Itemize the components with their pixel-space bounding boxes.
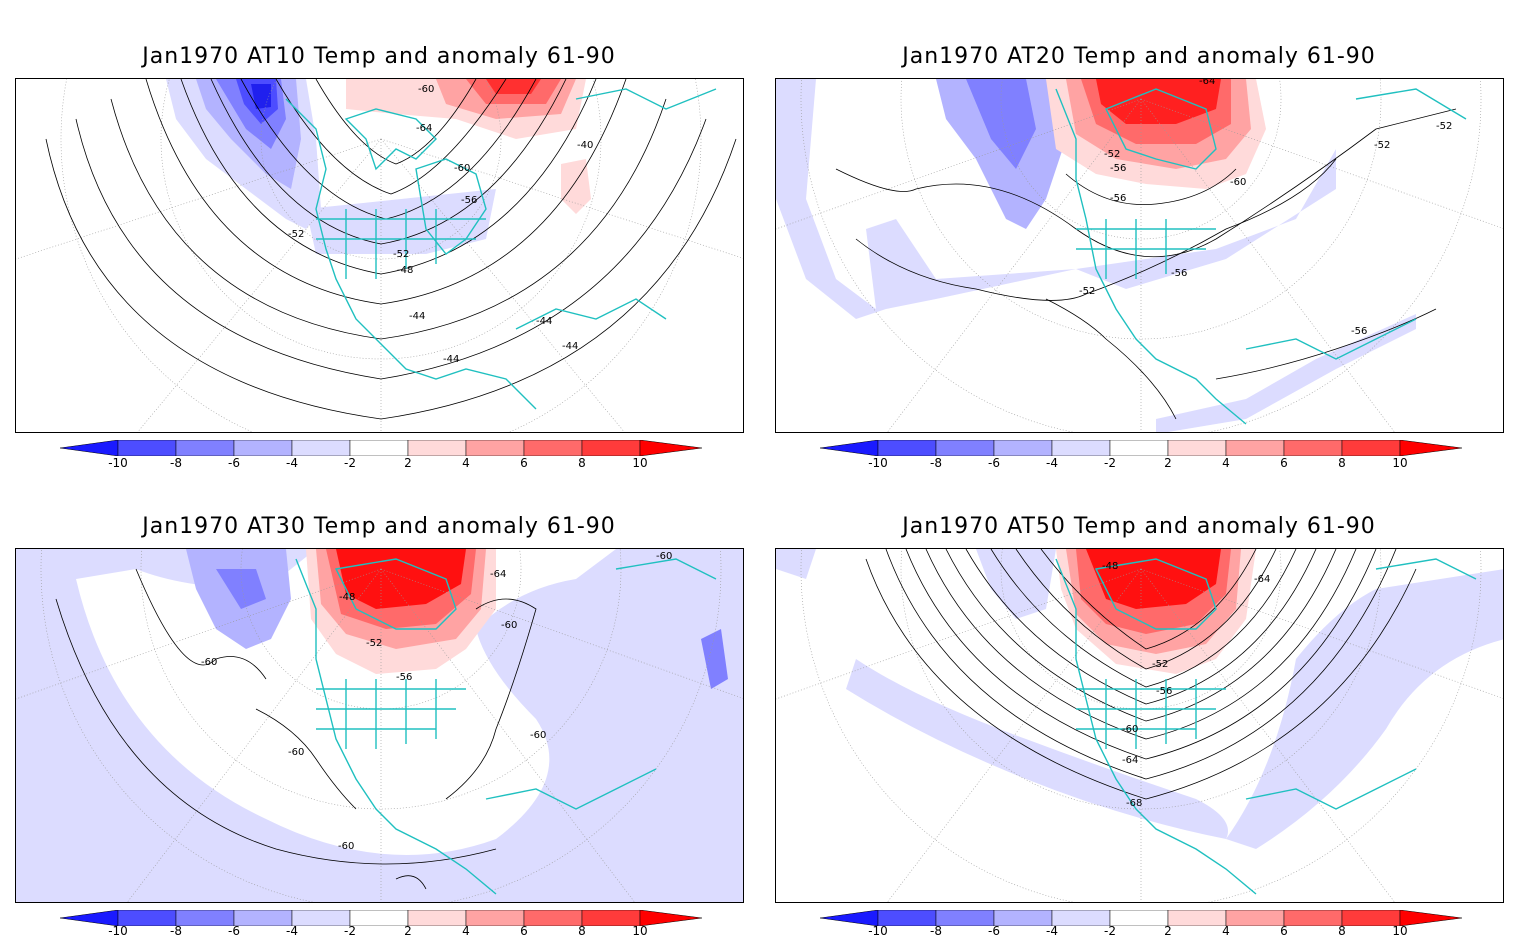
- colorbar-label: -2: [344, 456, 356, 470]
- contour-label: -60: [201, 657, 217, 668]
- contour-label: -60: [1122, 724, 1138, 735]
- colorbar-label: -2: [1104, 924, 1116, 938]
- colorbar-label: 2: [404, 924, 412, 938]
- colorbar-label: -8: [930, 456, 942, 470]
- colorbar-label: 2: [1164, 456, 1172, 470]
- contour-label: -64: [1122, 755, 1138, 766]
- colorbar-label: -10: [108, 456, 128, 470]
- contour-label: -44: [443, 354, 459, 365]
- contour-label: -68: [1126, 798, 1142, 809]
- contour-label: -48: [1102, 561, 1118, 572]
- colorbar-label: 10: [632, 924, 648, 938]
- colorbar-label: 8: [578, 924, 586, 938]
- colorbar-label: -4: [1046, 456, 1058, 470]
- colorbar-label: 2: [404, 456, 412, 470]
- colorbar: -10 -8 -6 -4 -2 2 4 6 8 10: [819, 439, 1463, 470]
- colorbar-label: -10: [108, 924, 128, 938]
- map-at50: -48 -64 -52 -56 -60 -64 -68: [775, 548, 1504, 903]
- contour-label: -60: [454, 163, 470, 174]
- colorbar-label: -2: [1104, 456, 1116, 470]
- contour-label: -52: [366, 638, 382, 649]
- contour-label: -52: [1436, 121, 1452, 132]
- contour-label: -44: [536, 316, 552, 327]
- colorbar-label: 4: [1222, 456, 1230, 470]
- colorbar-label: 10: [632, 456, 648, 470]
- colorbar-label: 2: [1164, 924, 1172, 938]
- contour-label: -56: [1110, 163, 1126, 174]
- panel-title: Jan1970 AT20 Temp and anomaly 61-90: [902, 44, 1376, 69]
- map-at30: -60 -64 -48 -52 -56 -60 -60 -60 -60 -60: [15, 548, 744, 903]
- map-at10: -60 -64 -60 -56 -52 -52 -48 -44 -44 -44 …: [15, 78, 744, 433]
- colorbar-label: 6: [520, 456, 528, 470]
- colorbar-label: 4: [1222, 924, 1230, 938]
- colorbar-label: -6: [228, 924, 240, 938]
- map-at20: -64 -52 -60 -56 -56 -52 -52 -52 -56 -56: [775, 78, 1504, 433]
- colorbar-label: 8: [1338, 924, 1346, 938]
- contour-label: -56: [396, 672, 412, 683]
- colorbar-label: -6: [988, 456, 1000, 470]
- contour-label: -56: [1171, 268, 1187, 279]
- colorbar-label: -4: [286, 456, 298, 470]
- colorbar-label: -6: [228, 456, 240, 470]
- panel-title: Jan1970 AT30 Temp and anomaly 61-90: [142, 514, 616, 539]
- contour-label: -64: [490, 569, 506, 580]
- contour-label: -60: [530, 730, 546, 741]
- contour-label: -60: [418, 84, 434, 95]
- contour-label: -52: [1079, 286, 1095, 297]
- colorbar-label: 4: [462, 924, 470, 938]
- colorbar-label: -4: [1046, 924, 1058, 938]
- contour-label: -60: [656, 551, 672, 562]
- colorbar-label: 6: [1280, 456, 1288, 470]
- colorbar-label: 10: [1392, 456, 1408, 470]
- colorbar-label: -8: [170, 456, 182, 470]
- contour-label: -52: [393, 249, 409, 260]
- panel-title: Jan1970 AT10 Temp and anomaly 61-90: [142, 44, 616, 69]
- contour-label: -48: [339, 592, 355, 603]
- colorbar-label: -4: [286, 924, 298, 938]
- contour-label: -52: [1104, 149, 1120, 160]
- colorbar-label: 8: [578, 456, 586, 470]
- contour-label: -40: [577, 140, 593, 151]
- colorbar-label: -8: [170, 924, 182, 938]
- colorbar: -10 -8 -6 -4 -2 2 4 6 8 10: [819, 909, 1463, 940]
- colorbar-label: -2: [344, 924, 356, 938]
- contour-label: -56: [1110, 193, 1126, 204]
- colorbar: -10 -8 -6 -4 -2 2 4 6 8 10: [59, 909, 703, 940]
- contour-label: -60: [1230, 177, 1246, 188]
- contour-label: -44: [562, 341, 578, 352]
- contour-label: -60: [501, 620, 517, 631]
- colorbar-label: -6: [988, 924, 1000, 938]
- contour-label: -64: [1199, 79, 1215, 87]
- colorbar-label: 10: [1392, 924, 1408, 938]
- contour-label: -56: [461, 195, 477, 206]
- colorbar-label: -10: [868, 456, 888, 470]
- contour-label: -56: [1351, 326, 1367, 337]
- contour-label: -48: [397, 265, 413, 276]
- contour-label: -64: [1254, 574, 1270, 585]
- contour-label: -60: [338, 841, 354, 852]
- colorbar: -10 -8 -6 -4 -2 2 4 6 8 10: [59, 439, 703, 470]
- contour-label: -52: [1374, 140, 1390, 151]
- contour-label: -44: [409, 311, 425, 322]
- contour-label: -64: [416, 123, 432, 134]
- panel-title: Jan1970 AT50 Temp and anomaly 61-90: [902, 514, 1376, 539]
- colorbar-label: 6: [1280, 924, 1288, 938]
- colorbar-label: -10: [868, 924, 888, 938]
- contour-label: -52: [1152, 659, 1168, 670]
- contour-label: -52: [288, 229, 304, 240]
- colorbar-label: 8: [1338, 456, 1346, 470]
- colorbar-label: -8: [930, 924, 942, 938]
- contour-label: -56: [1156, 686, 1172, 697]
- colorbar-label: 6: [520, 924, 528, 938]
- colorbar-label: 4: [462, 456, 470, 470]
- contour-label: -60: [288, 747, 304, 758]
